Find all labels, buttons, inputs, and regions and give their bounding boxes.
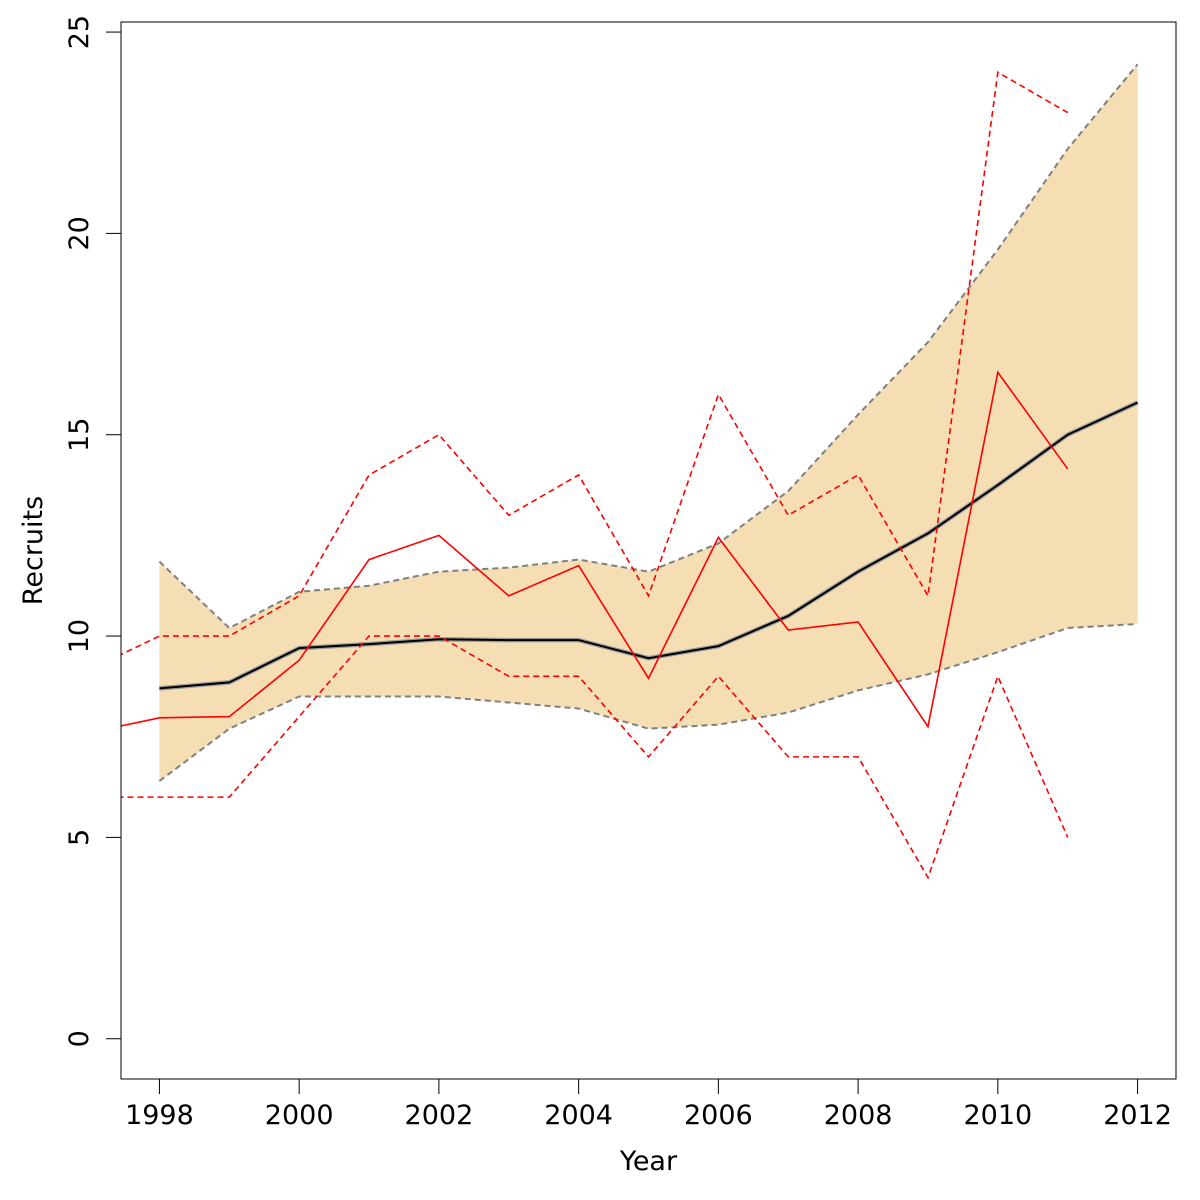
band-lower-edge [158,622,1138,782]
x-tick-label: 2000 [265,1100,334,1131]
interval-band-layer [158,63,1139,782]
series-layer [121,71,1139,880]
x-tick-label: 2012 [1103,1100,1172,1131]
x-tick-label: 2008 [824,1100,893,1131]
x-tick-label: 2004 [544,1100,613,1131]
x-axis-title: Year [619,1146,678,1177]
y-tick-label: 20 [64,216,95,250]
y-tick-label: 5 [64,829,95,846]
x-tick-label: 2006 [684,1100,753,1131]
y-tick-label: 0 [64,1030,95,1047]
median-line [159,401,1138,690]
y-axis-title: Recruits [18,496,49,605]
observed-line [121,370,1069,729]
x-tick-label: 2002 [405,1100,474,1131]
interval-band [159,64,1138,782]
band-upper-edge [158,63,1139,630]
observed-lower-dashed-line [121,635,1069,880]
y-axis: 0 5 10 15 20 25 [64,15,122,1047]
y-tick-label: 10 [64,619,95,653]
y-tick-label: 25 [64,15,95,49]
x-tick-label: 1998 [125,1100,194,1131]
x-tick-label: 2010 [963,1100,1032,1131]
x-axis: 1998 2000 2002 2004 2006 2008 2010 2012 [125,1078,1172,1131]
observed-upper-dashed-line [121,71,1069,656]
y-tick-label: 15 [64,418,95,452]
